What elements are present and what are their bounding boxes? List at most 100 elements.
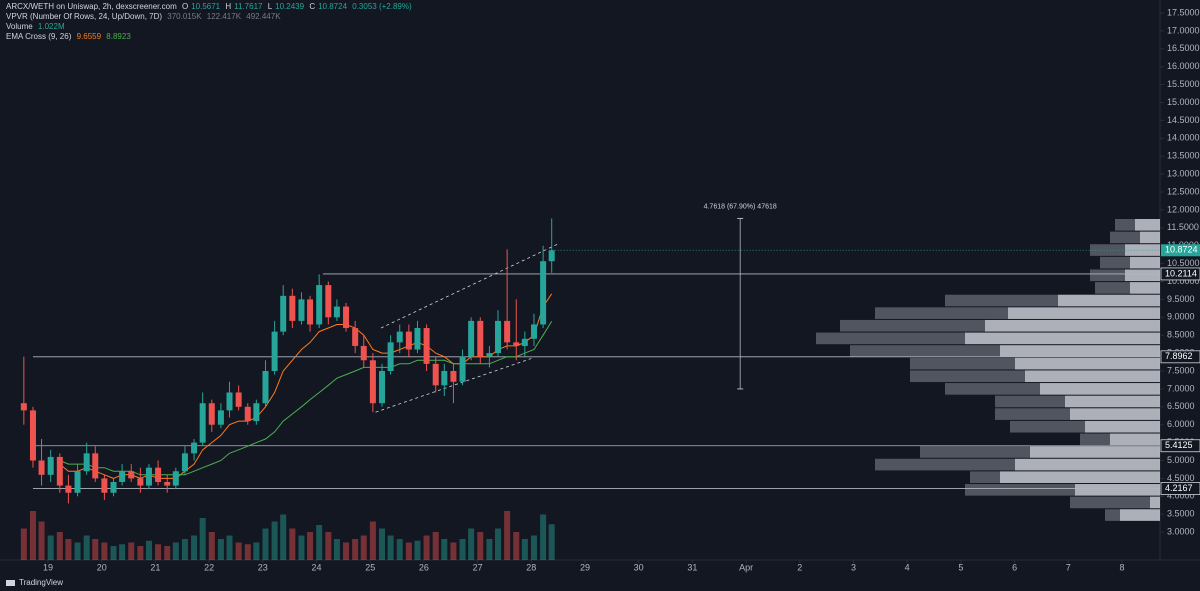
legend-row: VPVR (Number Of Rows, 24, Up/Down, 7D) 3…: [6, 12, 415, 22]
vpvr-up: [1120, 509, 1160, 521]
candle-body: [56, 456, 63, 486]
y-tick-label: 14.5000: [1167, 115, 1200, 125]
y-tick-label: 11.5000: [1167, 222, 1199, 232]
candle-body: [217, 410, 224, 425]
indicator-value: 8.8923: [106, 32, 131, 41]
volume-bar: [56, 532, 63, 560]
vpvr-down: [1010, 420, 1085, 433]
y-tick-label: 7.5000: [1167, 365, 1195, 375]
volume-bar: [38, 521, 45, 560]
volume-bar: [235, 542, 242, 560]
candle-body: [164, 481, 171, 486]
x-tick-label: Apr: [739, 562, 753, 572]
price-tag: 5.4125: [1165, 440, 1193, 450]
x-tick-label: 27: [473, 562, 483, 572]
candle-body: [92, 453, 99, 479]
candle-body: [548, 250, 555, 262]
x-tick-label: 29: [580, 562, 590, 572]
candle-body: [530, 324, 537, 339]
symbol[interactable]: ARCX/WETH on Uniswap, 2h, dexscreener.co…: [6, 2, 177, 11]
candle-body: [208, 403, 215, 425]
ema-line: [59, 320, 553, 476]
x-tick-label: 31: [687, 562, 697, 572]
candle-body: [369, 360, 376, 404]
y-tick-label: 6.5000: [1167, 401, 1195, 411]
volume-bar: [244, 544, 251, 560]
candle-body: [379, 371, 386, 404]
vpvr-up: [1000, 471, 1160, 484]
vpvr-up: [1000, 345, 1160, 357]
candle-body: [513, 342, 520, 346]
indicator-value: 122.417K: [206, 12, 242, 21]
volume-bar: [486, 539, 493, 560]
y-tick-label: 12.5000: [1167, 186, 1200, 196]
indicator[interactable]: VPVR (Number Of Rows, 24, Up/Down, 7D): [6, 12, 163, 21]
high-value: 11.7617: [234, 2, 263, 11]
volume-bar: [181, 539, 188, 560]
vpvr-up: [1125, 269, 1160, 282]
volume-bar: [172, 542, 179, 560]
x-tick-label: 4: [905, 562, 910, 572]
ohlc-letter: L: [267, 2, 273, 11]
volume-bar: [128, 542, 135, 560]
price-tag-bg: [1160, 439, 1200, 453]
volume-bar: [83, 535, 90, 560]
volume-bar: [405, 542, 412, 560]
candle-body: [352, 328, 359, 346]
candle-body: [172, 471, 179, 486]
candle-body: [486, 353, 493, 357]
vpvr-down: [840, 319, 985, 332]
indicator[interactable]: Volume: [6, 22, 33, 31]
measure-label: 4.7618 (67.90%) 47618: [704, 203, 777, 210]
volume-bar: [226, 535, 233, 560]
candle-body: [20, 403, 27, 411]
vpvr-up: [1030, 446, 1160, 458]
logo-mark: [6, 580, 15, 586]
y-tick-label: 15.0000: [1167, 97, 1200, 107]
y-tick-label: 17.0000: [1167, 25, 1200, 35]
legend-row: ARCX/WETH on Uniswap, 2h, dexscreener.co…: [6, 2, 415, 12]
candle-body: [38, 460, 45, 475]
volume-bar: [441, 539, 448, 560]
volume-bar: [199, 518, 206, 560]
indicator-value: 1.022M: [37, 22, 65, 31]
vpvr-up: [1008, 307, 1160, 319]
volume-bar: [450, 542, 457, 560]
volume-bar: [414, 540, 421, 560]
x-tick-label: 7: [1066, 562, 1071, 572]
y-tick-label: 8.5000: [1167, 330, 1195, 340]
vpvr-up: [1058, 294, 1160, 307]
legend: ARCX/WETH on Uniswap, 2h, dexscreener.co…: [6, 2, 415, 42]
candle-body: [101, 478, 108, 493]
candle-body: [145, 467, 152, 486]
vpvr-up: [1130, 282, 1160, 294]
trend-line: [380, 243, 559, 329]
vpvr-down: [850, 345, 1000, 357]
candle-body: [119, 471, 126, 482]
candle-body: [235, 392, 242, 407]
y-tick-label: 3.5000: [1167, 509, 1195, 519]
volume-bar: [360, 535, 367, 560]
volume-bar: [271, 521, 278, 560]
vpvr-up: [1140, 231, 1160, 244]
close-value: 10.8724: [318, 2, 348, 11]
volume-bar: [145, 540, 152, 560]
candle-body: [191, 442, 198, 454]
vpvr-down: [1090, 269, 1125, 282]
y-tick-label: 6.0000: [1167, 419, 1195, 429]
y-tick-label: 9.5000: [1167, 294, 1195, 304]
volume-bar: [92, 539, 99, 560]
vpvr-down: [970, 471, 1000, 484]
volume-bar: [513, 532, 520, 560]
candle-body: [450, 371, 457, 382]
volume-bar: [208, 532, 215, 560]
y-tick-label: 3.0000: [1167, 526, 1195, 536]
candle-body: [468, 320, 475, 357]
vpvr-up: [1040, 383, 1160, 395]
indicator[interactable]: EMA Cross (9, 26): [6, 32, 72, 41]
price-tag-bg: [1160, 267, 1200, 281]
candle-body: [441, 371, 448, 386]
candle-body: [387, 342, 394, 372]
y-tick-label: 16.0000: [1167, 61, 1200, 71]
